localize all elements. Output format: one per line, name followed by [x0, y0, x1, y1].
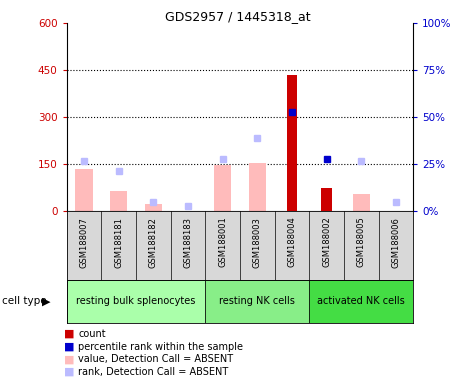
Bar — [144, 204, 162, 211]
Text: ■: ■ — [64, 329, 74, 339]
Text: ■: ■ — [64, 342, 74, 352]
Bar — [352, 194, 370, 211]
Text: GSM188002: GSM188002 — [322, 217, 331, 268]
Bar — [75, 169, 93, 211]
Bar — [287, 75, 297, 211]
Text: count: count — [78, 329, 106, 339]
Text: resting bulk splenocytes: resting bulk splenocytes — [76, 296, 196, 306]
Text: GSM188183: GSM188183 — [183, 217, 192, 268]
Bar — [205, 280, 309, 323]
Text: ▶: ▶ — [42, 296, 51, 306]
Text: resting NK cells: resting NK cells — [219, 296, 295, 306]
Text: rank, Detection Call = ABSENT: rank, Detection Call = ABSENT — [78, 367, 228, 377]
Text: percentile rank within the sample: percentile rank within the sample — [78, 342, 243, 352]
Text: GSM188003: GSM188003 — [253, 217, 262, 268]
Text: cell type: cell type — [2, 296, 47, 306]
Text: GSM188004: GSM188004 — [287, 217, 296, 268]
Bar — [66, 280, 205, 323]
Text: GSM188001: GSM188001 — [218, 217, 227, 268]
Text: GDS2957 / 1445318_at: GDS2957 / 1445318_at — [165, 10, 310, 23]
Text: GSM188181: GSM188181 — [114, 217, 123, 268]
Text: ■: ■ — [64, 354, 74, 364]
Text: activated NK cells: activated NK cells — [317, 296, 405, 306]
Bar — [309, 280, 413, 323]
Text: GSM188182: GSM188182 — [149, 217, 158, 268]
Text: GSM188005: GSM188005 — [357, 217, 366, 268]
Bar — [248, 163, 266, 211]
Bar — [322, 188, 332, 211]
Text: ■: ■ — [64, 367, 74, 377]
Text: GSM188007: GSM188007 — [79, 217, 88, 268]
Text: value, Detection Call = ABSENT: value, Detection Call = ABSENT — [78, 354, 234, 364]
Text: GSM188006: GSM188006 — [391, 217, 400, 268]
Bar — [110, 191, 127, 211]
Bar — [214, 165, 231, 211]
